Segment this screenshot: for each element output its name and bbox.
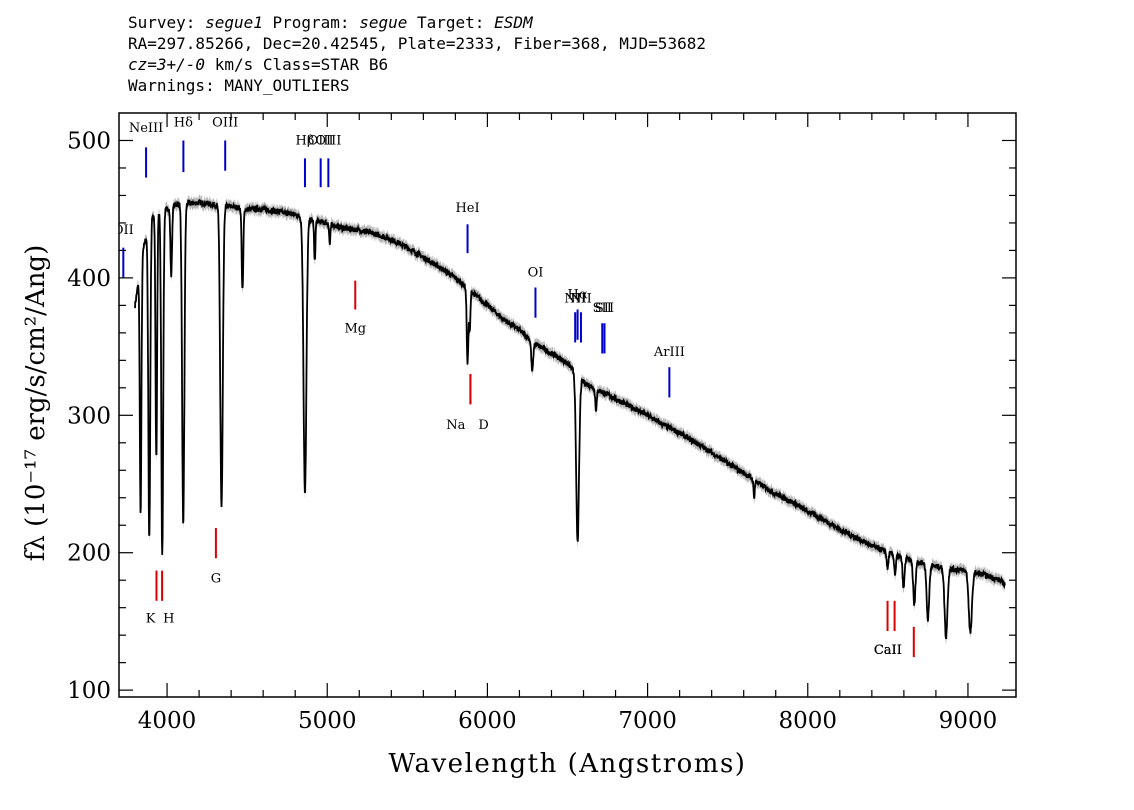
emission-line-label: OIII — [212, 116, 238, 131]
target-value: ESDM — [494, 13, 533, 32]
redshift-value: cz=3+/-0 — [128, 55, 206, 74]
target-label: Target: — [407, 13, 495, 32]
y-tick-label: 300 — [67, 403, 111, 429]
absorption-line-label: CaII — [874, 643, 902, 658]
program-label: Program: — [262, 13, 360, 32]
axes: 4000 5000 6000 7000 8000 9000 100 200 300 400 500 — [67, 112, 1017, 734]
absorption-line-label: Na — [446, 418, 465, 433]
absorption-line-label: D — [478, 418, 488, 433]
emission-line-label: OI — [528, 266, 544, 281]
emission-line-label: OIII — [308, 134, 334, 149]
x-tick-label: 5000 — [298, 708, 357, 734]
header-line-warnings: Warnings: MANY_OUTLIERS — [128, 76, 350, 95]
y-tick-label: 400 — [67, 266, 111, 292]
emission-line-label: SII — [593, 301, 612, 316]
y-axis-title: fλ (10⁻¹⁷ erg/s/cm²/Ang) — [21, 245, 51, 561]
plot-frame — [118, 112, 1017, 698]
x-tick-label: 6000 — [458, 708, 517, 734]
emission-line-label: NeIII — [129, 121, 163, 136]
class-value: km/s Class=STAR B6 — [205, 55, 389, 74]
emission-line-label: OIII — [315, 134, 341, 149]
survey-label: Survey: — [128, 13, 206, 32]
chart-header: Survey: segue1 Program: segue Target: ES… — [128, 12, 706, 96]
emission-line-label: SII — [595, 301, 614, 316]
y-tick-label: 500 — [67, 128, 111, 154]
emission-line-label: Hα — [568, 288, 588, 303]
emission-line-label: OII — [113, 223, 134, 238]
y-tick-label: 100 — [67, 678, 111, 704]
x-tick-label: 9000 — [939, 708, 998, 734]
emission-line-label: HeI — [455, 201, 479, 216]
plot-area: NeIII Hδ OIIIHβOIIIOIIIOIIHeIOINIIHαNIISII… — [113, 116, 1006, 658]
emission-line-label: ArIII — [653, 345, 685, 360]
x-tick-label: 7000 — [618, 708, 677, 734]
absorption-line-label: CaII — [874, 643, 902, 658]
spectrum-line — [134, 198, 1006, 640]
error-band — [135, 194, 1005, 645]
header-line-redshift: cz=3+/-0 km/s Class=STAR B6 — [128, 54, 706, 75]
emission-line-label: NII — [570, 292, 592, 307]
absorption-line-label: Mg — [344, 322, 366, 337]
program-value: segue — [359, 13, 408, 32]
absorption-line-label: K — [146, 612, 156, 627]
absorption-line-label: G — [211, 572, 221, 587]
emission-line-label: NII — [564, 292, 586, 307]
x-axis-title: Wavelength (Angstroms) — [389, 749, 747, 779]
emission-line-label: Hβ — [296, 134, 315, 149]
x-tick-label: 8000 — [778, 708, 837, 734]
x-tick-label: 4000 — [138, 708, 197, 734]
absorption-line-label: CaII — [874, 643, 902, 658]
survey-value: segue1 — [205, 13, 263, 32]
header-line-survey: Survey: segue1 Program: segue Target: ES… — [128, 12, 706, 33]
absorption-line-label: H — [163, 612, 174, 627]
emission-line-label: Hδ — [174, 116, 193, 131]
header-line-coordinates: RA=297.85266, Dec=20.42545, Plate=2333, … — [128, 34, 706, 53]
y-tick-label: 200 — [67, 541, 111, 567]
